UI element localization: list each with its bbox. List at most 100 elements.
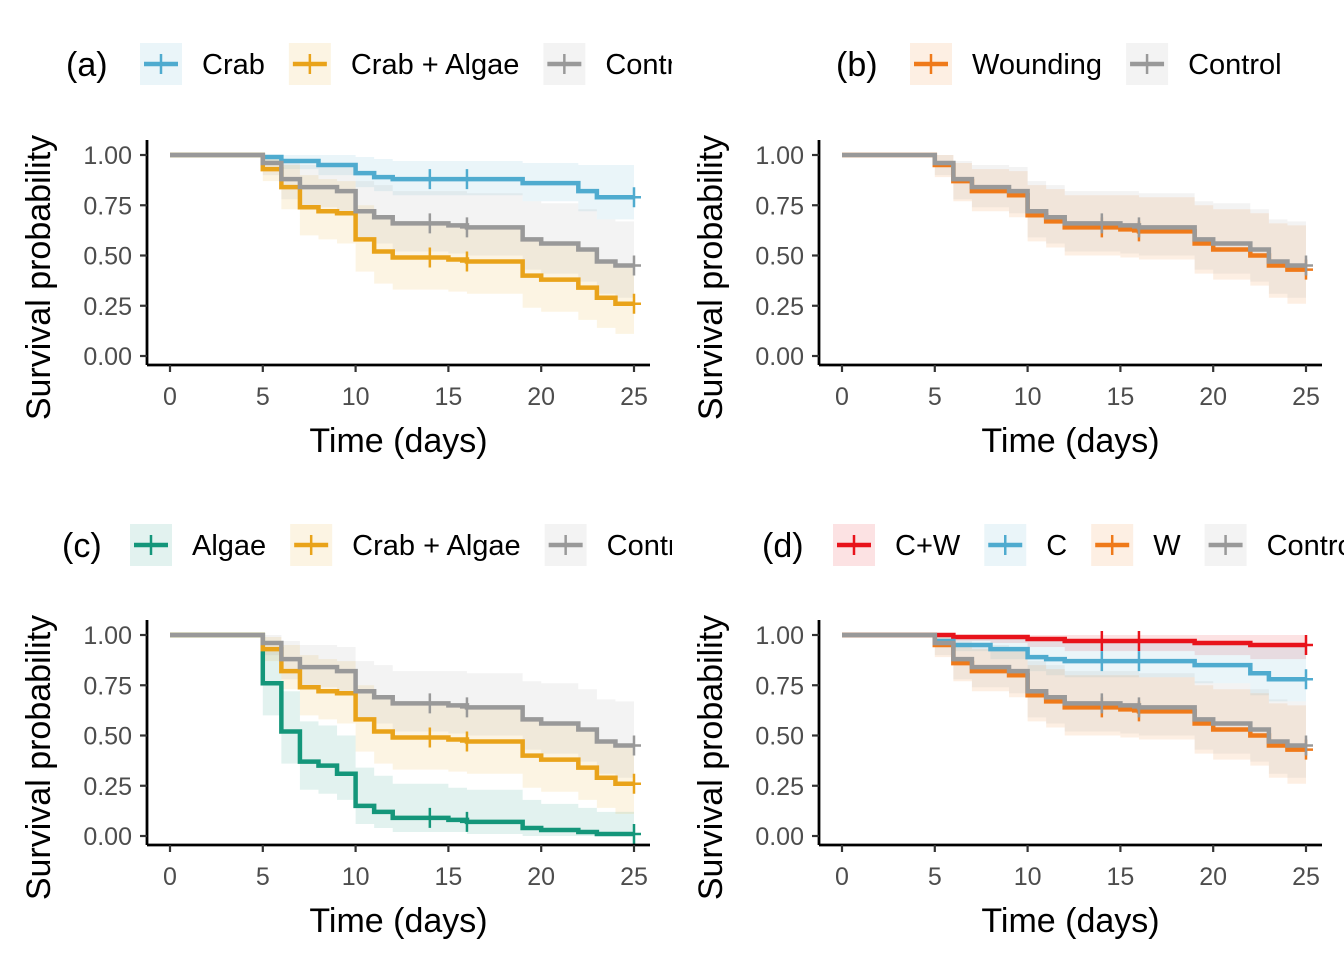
x-tick-label: 20: [527, 863, 555, 891]
censor-mark: [1299, 635, 1313, 656]
legend-label: C+W: [895, 530, 961, 562]
legend-item: Control: [543, 43, 699, 85]
legend-label: Crab: [202, 49, 265, 81]
x-tick-label: 20: [527, 383, 555, 411]
survival-line-algae: [170, 632, 634, 837]
legend-item: C+W: [833, 524, 961, 566]
censor-mark: [459, 697, 474, 718]
ci-band-c: [842, 635, 1306, 702]
y-tick-label: 0.25: [83, 293, 132, 321]
x-tick-label: 20: [1199, 863, 1227, 891]
x-axis-title: Time (days): [981, 422, 1159, 460]
legend: C+W C W Control: [833, 524, 1344, 566]
x-tick-label: 5: [928, 383, 942, 411]
y-tick-label: 0.00: [83, 823, 132, 851]
legend-label: Control: [605, 49, 699, 81]
x-tick-label: 5: [256, 863, 270, 891]
legend-item: Control: [1204, 524, 1344, 566]
y-tick-label: 0.00: [755, 823, 804, 851]
y-tick-label: 0.75: [755, 672, 804, 700]
censor-mark: [627, 735, 641, 756]
x-tick-label: 20: [1199, 383, 1227, 411]
panel-label: (d): [762, 527, 804, 565]
y-tick-label: 0.25: [755, 293, 804, 321]
y-tick-label: 0.25: [755, 773, 804, 801]
censor-mark: [1299, 669, 1313, 690]
legend-item: Crab: [140, 43, 265, 85]
censor-mark: [459, 217, 474, 238]
censor-mark: [422, 213, 437, 234]
legend-label: Control: [1267, 530, 1344, 562]
y-tick-label: 1.00: [755, 142, 804, 170]
censor-mark: [1131, 631, 1146, 652]
ci-band-algae: [170, 635, 634, 836]
legend-label: Crab + Algae: [351, 49, 519, 81]
legend-item: Control: [544, 524, 672, 566]
x-tick-label: 0: [835, 863, 849, 891]
legend-label: C: [1046, 530, 1067, 562]
x-tick-label: 10: [1014, 863, 1042, 891]
y-axis-title: Survival probability: [20, 615, 58, 900]
panel-label: (b): [836, 46, 878, 84]
survival-line-control: [170, 152, 634, 268]
legend-item: Crab + Algae: [288, 43, 519, 85]
y-tick-label: 1.00: [83, 622, 132, 650]
y-axis-title: Survival probability: [692, 135, 730, 420]
censor-mark: [422, 693, 437, 714]
x-tick-label: 15: [434, 383, 462, 411]
x-axis-title: Time (days): [981, 902, 1159, 940]
legend-label: Control: [1188, 49, 1282, 81]
censor-mark: [422, 727, 437, 748]
y-tick-label: 1.00: [83, 142, 132, 170]
survival-line-control: [842, 632, 1306, 748]
y-tick-label: 0.25: [83, 773, 132, 801]
legend-label: Crab + Algae: [352, 530, 520, 562]
x-tick-label: 25: [620, 383, 648, 411]
legend: Wounding Control: [910, 43, 1282, 85]
censor-mark: [627, 823, 641, 844]
y-tick-label: 0.50: [755, 243, 804, 271]
survival-line-crab-algae: [170, 152, 634, 306]
y-tick-label: 0.75: [755, 192, 804, 220]
panel-b: 0.00 0.25 0.50 0.75 1.00 0 5 10 15 20 25 Time (days…: [692, 43, 1322, 460]
censor-mark: [1094, 651, 1109, 672]
censor-mark: [627, 293, 641, 314]
censor-mark: [1131, 697, 1146, 718]
panel-c: 0.00 0.25 0.50 0.75 1.00 0 5 10 15 20 25 Time (days…: [20, 524, 672, 940]
censor-mark: [1299, 735, 1313, 756]
survival-line-control: [842, 152, 1306, 268]
panel-label: (a): [66, 46, 108, 84]
x-tick-label: 15: [434, 863, 462, 891]
legend-item: Algae: [130, 524, 266, 566]
survival-line-control: [170, 632, 634, 748]
survival-line-c-w: [842, 632, 1306, 648]
ci-band-crab-algae: [170, 635, 634, 814]
legend-label: Wounding: [972, 49, 1102, 81]
ci-band-control: [170, 155, 634, 298]
x-tick-label: 15: [1106, 863, 1134, 891]
survival-line-crab-algae: [170, 632, 634, 786]
y-tick-label: 0.50: [83, 243, 132, 271]
censor-mark: [627, 187, 641, 208]
y-axis-title: Survival probability: [692, 615, 730, 900]
legend-item: Control: [1126, 43, 1282, 85]
legend: Algae Crab + Algae Control: [130, 524, 672, 566]
x-tick-label: 15: [1106, 383, 1134, 411]
censor-mark: [1094, 213, 1109, 234]
y-tick-label: 0.00: [83, 343, 132, 371]
legend-item: W: [1091, 524, 1181, 566]
legend-label: Algae: [192, 530, 266, 562]
censor-mark: [422, 169, 437, 190]
censor-mark: [459, 811, 474, 832]
legend-label: W: [1153, 530, 1181, 562]
survival-line-w: [842, 632, 1306, 752]
y-axis-title: Survival probability: [20, 135, 58, 420]
x-tick-label: 25: [620, 863, 648, 891]
x-tick-label: 25: [1292, 383, 1320, 411]
x-tick-label: 10: [1014, 383, 1042, 411]
panel-d: 0.00 0.25 0.50 0.75 1.00 0 5 10 15 20 25 Time (days…: [692, 524, 1344, 940]
y-tick-label: 0.75: [83, 192, 132, 220]
legend-item: Wounding: [910, 43, 1102, 85]
x-axis-title: Time (days): [309, 902, 487, 940]
legend-item: C: [984, 524, 1067, 566]
